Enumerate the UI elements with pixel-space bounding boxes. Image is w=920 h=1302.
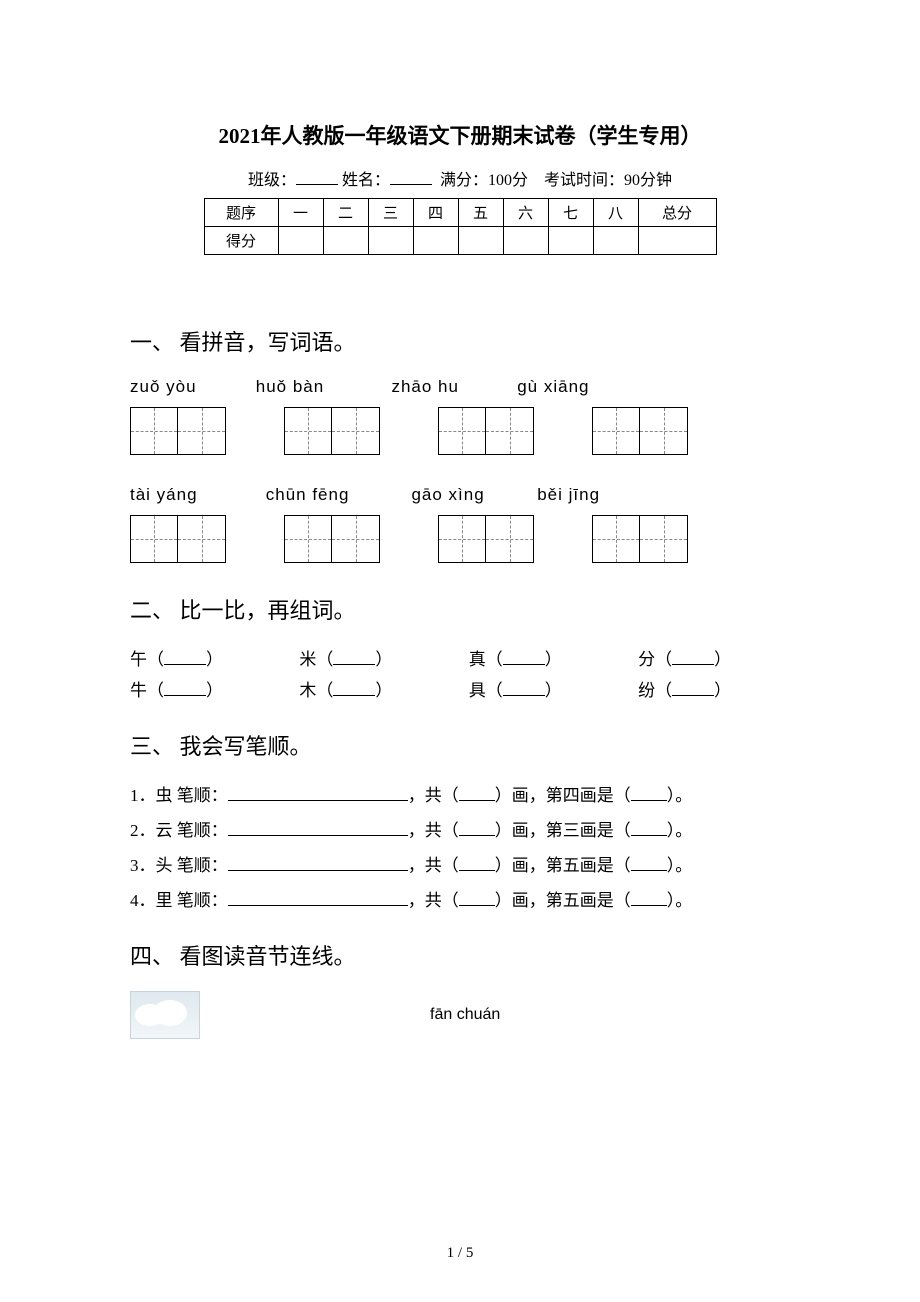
score-cell[interactable]	[323, 227, 368, 255]
answer-blank[interactable]	[228, 789, 408, 801]
th-seq: 题序	[204, 199, 278, 227]
answer-blank[interactable]	[503, 653, 545, 665]
score-cell[interactable]	[503, 227, 548, 255]
meta-line: 班级： 姓名： 满分：100分 考试时间：90分钟	[130, 166, 790, 190]
answer-blank[interactable]	[672, 684, 714, 696]
th-8: 八	[593, 199, 638, 227]
th-6: 六	[503, 199, 548, 227]
compare-row-1: 午（） 米（） 真（） 分（）	[130, 645, 790, 670]
match-pinyin: fān chuán	[430, 1006, 500, 1024]
pinyin-label: zhāo hu	[391, 377, 511, 397]
tianzi-pair[interactable]	[130, 407, 226, 455]
score-cell[interactable]	[593, 227, 638, 255]
answer-blank[interactable]	[631, 824, 667, 836]
answer-blank[interactable]	[228, 894, 408, 906]
score-cell[interactable]	[413, 227, 458, 255]
stroke-line-1: 1．虫 笔顺：，共（）画，第四画是（）。	[130, 781, 790, 806]
pinyin-label: gāo xìng	[411, 485, 531, 505]
compare-item: 牛（）	[130, 676, 282, 701]
th-1: 一	[278, 199, 323, 227]
name-blank[interactable]	[390, 171, 432, 185]
pinyin-label: huǒ bàn	[256, 377, 386, 397]
cloud-icon	[135, 1000, 191, 1028]
page-title: 2021年人教版一年级语文下册期末试卷（学生专用）	[130, 120, 790, 150]
score-cell[interactable]	[548, 227, 593, 255]
pinyin-label: gù xiāng	[517, 377, 589, 397]
pinyin-row-1: zuǒ yòu huǒ bàn zhāo hu gù xiāng	[130, 377, 790, 397]
tianzi-row-1	[130, 407, 790, 455]
compare-row-2: 牛（） 木（） 具（） 纷（）	[130, 676, 790, 701]
answer-blank[interactable]	[228, 824, 408, 836]
compare-item: 午（）	[130, 645, 282, 670]
tianzi-pair[interactable]	[284, 407, 380, 455]
th-2: 二	[323, 199, 368, 227]
answer-blank[interactable]	[459, 859, 495, 871]
section-1-heading: 一、 看拼音，写词语。	[130, 325, 790, 357]
compare-item: 木（）	[299, 676, 451, 701]
answer-blank[interactable]	[459, 894, 495, 906]
compare-item: 分（）	[638, 645, 790, 670]
th-5: 五	[458, 199, 503, 227]
page-footer: 1 / 5	[0, 1245, 920, 1262]
tianzi-row-2	[130, 515, 790, 563]
stroke-line-4: 4．里 笔顺：，共（）画，第五画是（）。	[130, 886, 790, 911]
table-row: 得分	[204, 227, 716, 255]
score-cell[interactable]	[638, 227, 716, 255]
answer-blank[interactable]	[672, 653, 714, 665]
class-label: 班级：	[248, 172, 296, 189]
name-label: 姓名：	[342, 172, 390, 189]
section-3-heading: 三、 我会写笔顺。	[130, 729, 790, 761]
exam-time: 考试时间：90分钟	[544, 172, 672, 189]
section-4-heading: 四、 看图读音节连线。	[130, 939, 790, 971]
compare-item: 具（）	[469, 676, 621, 701]
score-cell[interactable]	[368, 227, 413, 255]
compare-item: 米（）	[299, 645, 451, 670]
pinyin-label: běi jīng	[537, 485, 600, 505]
section-2-heading: 二、 比一比，再组词。	[130, 593, 790, 625]
answer-blank[interactable]	[228, 859, 408, 871]
tianzi-pair[interactable]	[592, 515, 688, 563]
answer-blank[interactable]	[503, 684, 545, 696]
score-cell[interactable]	[278, 227, 323, 255]
pinyin-label: zuǒ yòu	[130, 377, 250, 397]
th-7: 七	[548, 199, 593, 227]
tianzi-pair[interactable]	[130, 515, 226, 563]
tianzi-pair[interactable]	[438, 407, 534, 455]
tianzi-pair[interactable]	[438, 515, 534, 563]
full-score: 满分：100分	[440, 172, 528, 189]
answer-blank[interactable]	[631, 894, 667, 906]
answer-blank[interactable]	[333, 684, 375, 696]
class-blank[interactable]	[296, 171, 338, 185]
compare-item: 纷（）	[638, 676, 790, 701]
answer-blank[interactable]	[164, 653, 206, 665]
answer-blank[interactable]	[164, 684, 206, 696]
compare-item: 真（）	[469, 645, 621, 670]
th-total: 总分	[638, 199, 716, 227]
stroke-line-2: 2．云 笔顺：，共（）画，第三画是（）。	[130, 816, 790, 841]
score-table: 题序 一 二 三 四 五 六 七 八 总分 得分	[204, 198, 717, 255]
pinyin-label: tài yáng	[130, 485, 260, 505]
pinyin-row-2: tài yáng chūn fēng gāo xìng běi jīng	[130, 485, 790, 505]
table-row: 题序 一 二 三 四 五 六 七 八 总分	[204, 199, 716, 227]
tianzi-pair[interactable]	[592, 407, 688, 455]
td-score-label: 得分	[204, 227, 278, 255]
answer-blank[interactable]	[631, 859, 667, 871]
match-row: fān chuán	[130, 991, 790, 1039]
cloud-image	[130, 991, 200, 1039]
stroke-line-3: 3．头 笔顺：，共（）画，第五画是（）。	[130, 851, 790, 876]
th-4: 四	[413, 199, 458, 227]
tianzi-pair[interactable]	[284, 515, 380, 563]
exam-page: 2021年人教版一年级语文下册期末试卷（学生专用） 班级： 姓名： 满分：100…	[0, 0, 920, 1302]
answer-blank[interactable]	[459, 824, 495, 836]
answer-blank[interactable]	[631, 789, 667, 801]
th-3: 三	[368, 199, 413, 227]
answer-blank[interactable]	[459, 789, 495, 801]
score-cell[interactable]	[458, 227, 503, 255]
answer-blank[interactable]	[333, 653, 375, 665]
pinyin-label: chūn fēng	[266, 485, 406, 505]
